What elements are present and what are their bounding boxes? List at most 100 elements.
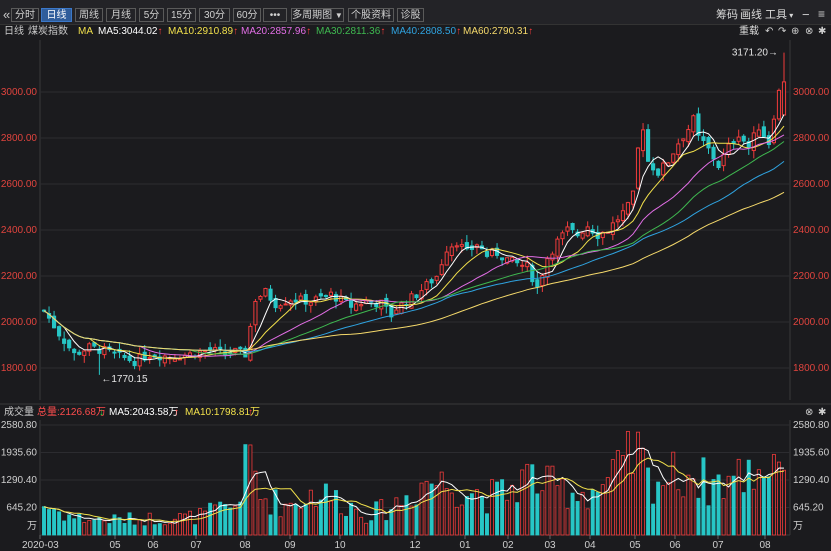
- volume-bar: [686, 474, 691, 536]
- volume-ma10-line: [43, 457, 785, 523]
- volume-bar: [615, 450, 620, 536]
- period-tab-0[interactable]: 分时: [11, 8, 39, 22]
- volume-bar: [263, 498, 268, 536]
- period-tab-7[interactable]: 60分: [233, 8, 261, 22]
- diagnose-button[interactable]: 诊股: [397, 8, 424, 22]
- candle-body: [560, 232, 565, 240]
- period-tab-3[interactable]: 月线: [106, 8, 136, 22]
- date-label: 08: [759, 540, 771, 551]
- ma10-value: MA10:2910.89↑: [168, 24, 238, 39]
- candle-body: [756, 129, 761, 137]
- volume-close-icon[interactable]: ⊗: [805, 407, 814, 418]
- volume-bar: [605, 477, 610, 536]
- candle-body: [429, 279, 434, 284]
- candle-body: [62, 338, 67, 344]
- collapse-icon[interactable]: «: [3, 7, 11, 22]
- settings-icon[interactable]: ✱: [818, 26, 827, 37]
- candle-body: [132, 361, 137, 367]
- volume-bar: [671, 451, 676, 536]
- volume-bar: [600, 484, 605, 536]
- period-tab-4[interactable]: 5分: [139, 8, 164, 22]
- volume-bar: [459, 504, 464, 536]
- period-tab-6[interactable]: 30分: [199, 8, 230, 22]
- volume-tick-label-left: 1935.60: [1, 448, 38, 459]
- date-label: 05: [109, 540, 121, 551]
- period-tab-8[interactable]: •••: [263, 8, 287, 22]
- candle-body: [646, 129, 651, 162]
- ma5-text: MA5:3044.02: [98, 26, 158, 37]
- date-label: 2020-03: [22, 540, 59, 551]
- candle-body: [439, 264, 444, 275]
- candle-body: [610, 222, 615, 235]
- ma20-line: [43, 134, 785, 357]
- volume-bar: [485, 513, 489, 536]
- volume-total: 总量:2126.68万: [37, 407, 106, 418]
- volume-bar: [500, 479, 505, 536]
- volume-bar: [776, 461, 781, 536]
- volume-bar: [570, 492, 575, 536]
- volume-bar: [157, 523, 162, 536]
- volume-bar: [47, 509, 52, 536]
- candle-body: [701, 136, 706, 141]
- tools-button[interactable]: 工具 ▾: [765, 8, 793, 22]
- date-label: 10: [334, 540, 346, 551]
- date-label: 01: [459, 540, 471, 551]
- menu-icon[interactable]: ≡: [818, 7, 826, 21]
- volume-bar: [631, 473, 635, 536]
- add-icon[interactable]: ⊕: [791, 26, 800, 37]
- volume-bar: [379, 499, 384, 536]
- volume-bar: [389, 509, 394, 536]
- candle-body: [681, 138, 686, 142]
- ma10-line: [43, 125, 785, 360]
- multi-period-dropdown[interactable]: 多周期图 ▼: [291, 8, 344, 22]
- volume-bar: [474, 489, 479, 536]
- candle-body: [268, 288, 273, 301]
- candle-body: [137, 353, 142, 367]
- ma-legend: 日线 煤炭指数 MA MA5:3044.02↑ MA10:2910.89↑ MA…: [0, 24, 831, 39]
- volume-bar: [711, 479, 716, 536]
- reweight-button[interactable]: 重载: [739, 26, 759, 37]
- candle-body: [515, 259, 520, 264]
- price-tick-label-left: 2200.00: [1, 271, 38, 282]
- volume-bar: [102, 520, 107, 536]
- volume-bar: [152, 524, 157, 536]
- volume-bar: [560, 478, 565, 536]
- volume-bar: [122, 523, 127, 536]
- stock-info-button[interactable]: 个股资料: [348, 8, 394, 22]
- period-tab-2[interactable]: 周线: [75, 8, 103, 22]
- volume-bar: [555, 485, 560, 536]
- volume-bar: [147, 512, 152, 536]
- date-label: 04: [584, 540, 596, 551]
- candle-body: [354, 303, 359, 311]
- candle-body: [318, 293, 323, 297]
- volume-bar: [761, 476, 766, 536]
- period-tab-5[interactable]: 15分: [167, 8, 196, 22]
- period-tab-1[interactable]: 日线: [41, 8, 72, 22]
- price-tick-label-left: 2000.00: [1, 317, 38, 328]
- volume-settings-icon[interactable]: ✱: [818, 407, 827, 418]
- chips-button[interactable]: 筹码: [716, 9, 738, 21]
- toolbar: « 分时 日线 周线 月线 5分 15分 30分 60分 ••• 多周期图 ▼ 个股资料 诊股 …: [0, 0, 831, 25]
- tools-label: 工具: [765, 9, 787, 21]
- volume-bar: [399, 504, 404, 536]
- undo-icon[interactable]: ↶: [765, 26, 774, 37]
- candle-body: [248, 325, 253, 361]
- candle-body: [600, 231, 605, 239]
- candle-body: [696, 113, 701, 136]
- redo-icon[interactable]: ↷: [778, 26, 787, 37]
- close-icon[interactable]: ⊗: [805, 26, 814, 37]
- candle-body: [359, 304, 364, 307]
- price-tick-label-right: 2400.00: [793, 225, 830, 236]
- volume-bar: [253, 470, 258, 536]
- volume-bar: [72, 518, 77, 536]
- volume-tick-label-right: 645.20: [793, 503, 824, 514]
- candle-body: [187, 352, 193, 358]
- volume-bar: [701, 457, 706, 536]
- volume-bar: [726, 475, 731, 536]
- candle-body: [464, 242, 469, 250]
- draw-line-button[interactable]: 画线: [740, 9, 762, 21]
- volume-bar: [741, 492, 746, 536]
- minus-icon[interactable]: −: [802, 7, 810, 22]
- volume-bar: [374, 501, 379, 536]
